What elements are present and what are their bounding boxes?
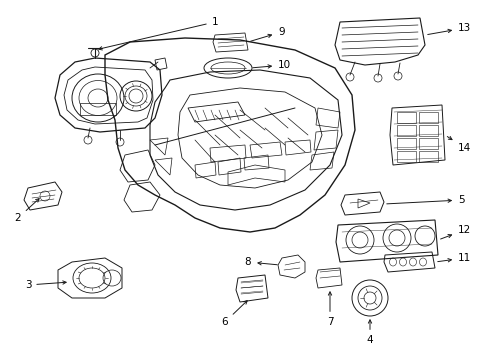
Text: 5: 5 <box>386 195 464 205</box>
Text: 7: 7 <box>326 292 333 327</box>
Text: 2: 2 <box>15 199 39 223</box>
Text: 10: 10 <box>252 60 290 70</box>
Text: 9: 9 <box>250 27 284 41</box>
Text: 3: 3 <box>24 280 66 290</box>
Text: 12: 12 <box>440 225 470 239</box>
Text: 13: 13 <box>427 23 470 35</box>
Text: 6: 6 <box>221 301 247 327</box>
Text: 14: 14 <box>447 136 470 153</box>
Text: 11: 11 <box>437 253 470 263</box>
Text: 8: 8 <box>244 257 277 267</box>
Text: 4: 4 <box>366 320 372 345</box>
Text: 1: 1 <box>99 17 218 50</box>
